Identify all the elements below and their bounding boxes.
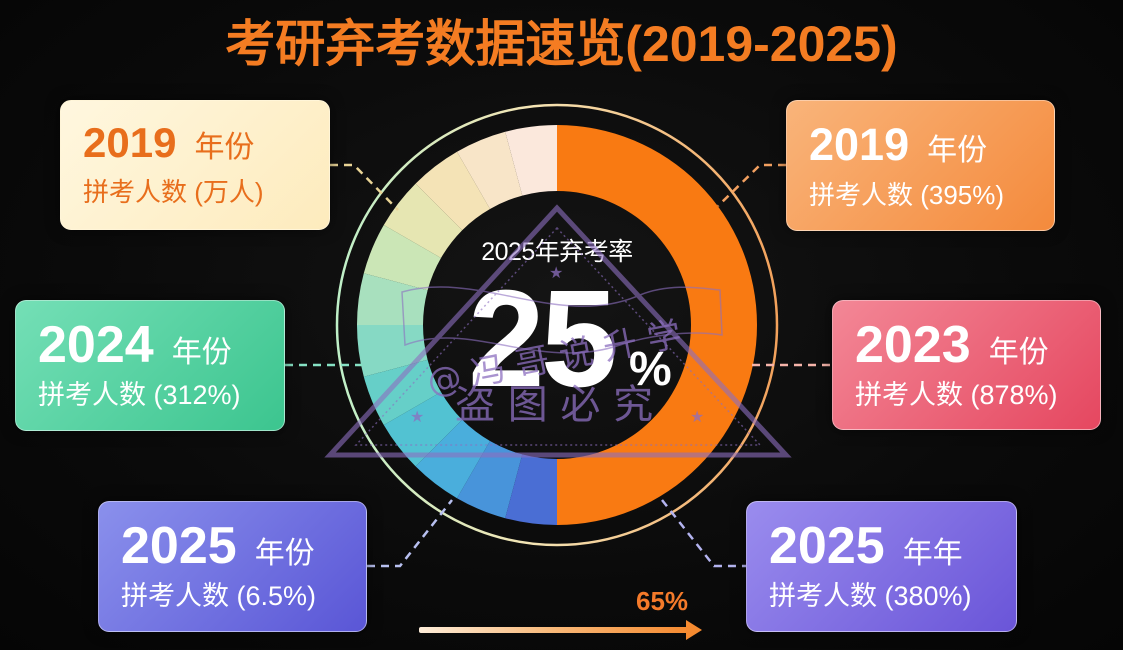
connector-bottom-right — [661, 499, 746, 568]
center-value: 25 — [468, 262, 617, 416]
card-top-right: 2019 年份 拼考人数 (395%) — [786, 100, 1055, 231]
arrow-head-icon — [686, 620, 702, 640]
card-top-left: 2019 年份 拼考人数 (万人) — [60, 100, 330, 230]
connector-top-left — [330, 163, 399, 211]
card-bottom-left: 2025 年份 拼考人数 (6.5%) — [98, 501, 367, 632]
card-subtitle: 拼考人数 (380%) — [769, 581, 972, 611]
card-year: 2025 — [769, 517, 885, 575]
card-year-suffix: 年年 — [902, 537, 963, 570]
card-subtitle: 拼考人数 (6.5%) — [121, 581, 317, 611]
card-year-suffix: 年份 — [194, 131, 255, 164]
card-subtitle: 拼考人数 (312%) — [38, 380, 241, 410]
card-middle-right: 2023 年份 拼考人数 (878%) — [832, 300, 1101, 430]
donut-segment — [505, 124, 557, 196]
card-bottom-right: 2025 年年 拼考人数 (380%) — [746, 501, 1017, 632]
card-subtitle: 拼考人数 (878%) — [855, 380, 1058, 410]
card-year-suffix: 年份 — [927, 134, 988, 167]
card-year: 2019 — [83, 119, 177, 166]
page-title: 考研弃考数据速览(2019-2025) — [225, 16, 898, 72]
card-middle-left: 2024 年份 拼考人数 (312%) — [15, 300, 285, 431]
donut-segment — [505, 454, 557, 525]
donut-segment — [457, 131, 523, 209]
connector-bottom-left — [367, 499, 453, 568]
arrow-label: 65% — [636, 586, 689, 616]
card-subtitle: 拼考人数 (万人) — [83, 177, 264, 207]
card-year-suffix: 年份 — [988, 336, 1049, 369]
card-year: 2025 — [121, 517, 237, 575]
donut-segment — [457, 441, 523, 519]
card-year-suffix: 年份 — [254, 537, 315, 570]
card-year: 2023 — [855, 316, 971, 374]
card-year: 2019 — [809, 119, 910, 170]
card-year-suffix: 年份 — [171, 336, 232, 369]
arrow-right-icon — [419, 627, 689, 633]
card-year: 2024 — [38, 316, 154, 374]
card-subtitle: 拼考人数 (395%) — [809, 180, 1005, 210]
center-unit: % — [629, 343, 672, 396]
